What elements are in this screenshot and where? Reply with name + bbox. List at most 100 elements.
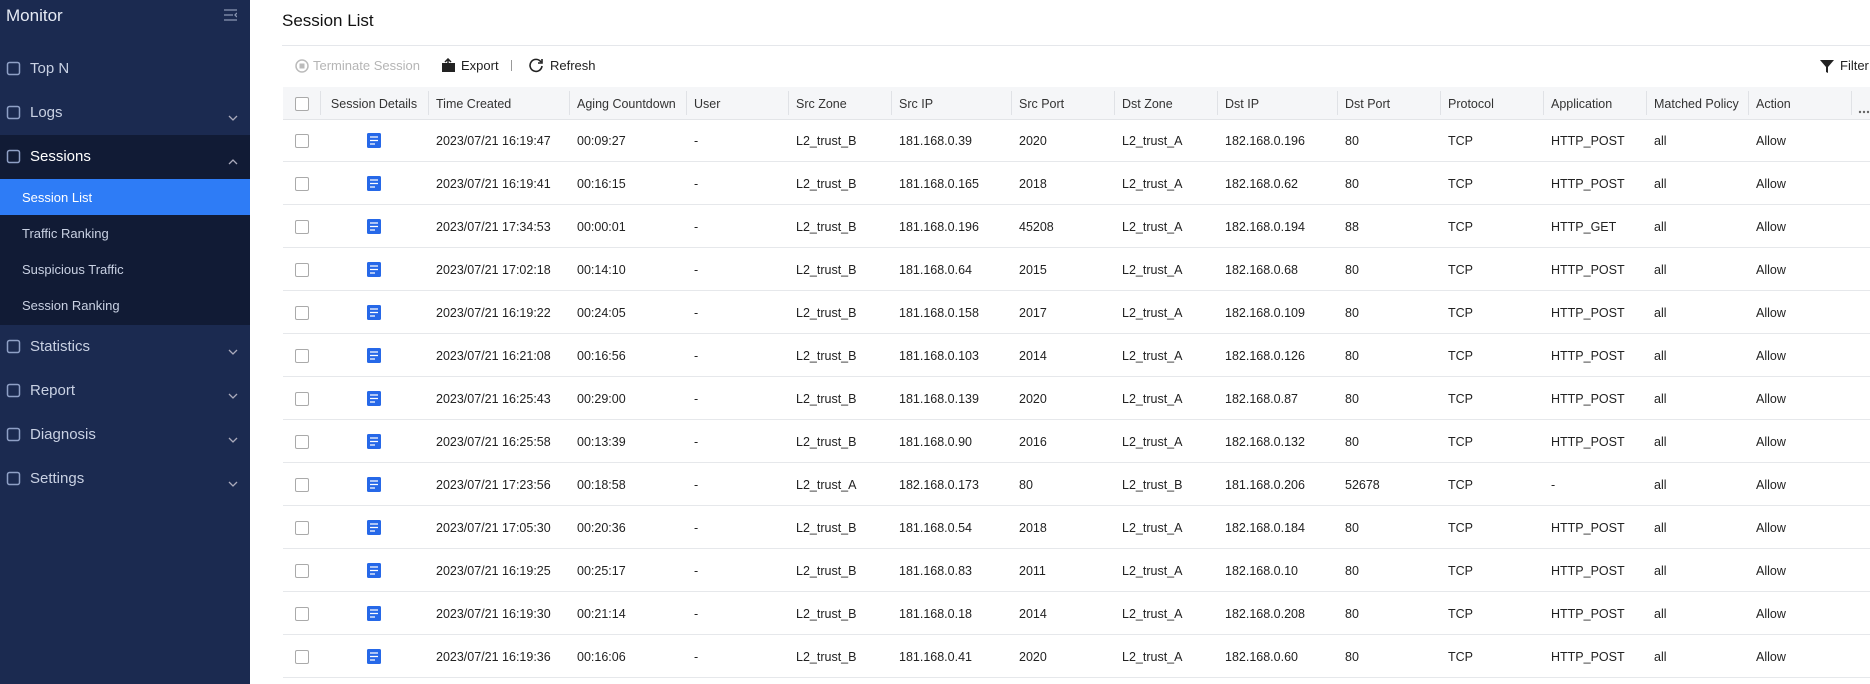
details-icon[interactable] bbox=[367, 176, 381, 196]
cell: Allow bbox=[1756, 263, 1786, 277]
terminate-button[interactable]: Terminate Session bbox=[313, 58, 420, 73]
row-checkbox[interactable] bbox=[295, 564, 309, 578]
cell: HTTP_POST bbox=[1551, 435, 1625, 449]
sub-item[interactable]: Traffic Ranking bbox=[22, 226, 109, 241]
collapse-icon[interactable] bbox=[224, 9, 237, 21]
column-header[interactable]: Time Created bbox=[436, 97, 512, 111]
column-header[interactable]: Src Port bbox=[1019, 97, 1065, 111]
cell: 2023/07/21 17:02:18 bbox=[436, 263, 551, 277]
cell: TCP bbox=[1448, 650, 1473, 664]
column-divider bbox=[1440, 91, 1441, 115]
refresh-button[interactable]: Refresh bbox=[550, 58, 596, 73]
cell: 00:00:01 bbox=[577, 220, 626, 234]
cell: 00:25:17 bbox=[577, 564, 626, 578]
details-icon[interactable] bbox=[367, 477, 381, 497]
details-icon[interactable] bbox=[367, 649, 381, 669]
nav-item[interactable]: Sessions bbox=[30, 148, 91, 165]
cell: - bbox=[694, 134, 699, 148]
header-checkbox[interactable] bbox=[295, 97, 309, 111]
row-checkbox[interactable] bbox=[295, 263, 309, 277]
sub-item[interactable]: Session Ranking bbox=[22, 298, 120, 313]
sub-item[interactable]: Suspicious Traffic bbox=[22, 262, 124, 277]
cell: 181.168.0.39 bbox=[899, 134, 972, 148]
cell: - bbox=[694, 564, 699, 578]
cell: - bbox=[694, 220, 699, 234]
row-checkbox[interactable] bbox=[295, 478, 309, 492]
column-header[interactable]: Src Zone bbox=[796, 97, 847, 111]
cell: - bbox=[694, 607, 699, 621]
nav-item[interactable]: Logs bbox=[30, 104, 63, 121]
row-checkbox[interactable] bbox=[295, 521, 309, 535]
row-checkbox[interactable] bbox=[295, 349, 309, 363]
row-checkbox[interactable] bbox=[295, 220, 309, 234]
details-icon[interactable] bbox=[367, 434, 381, 454]
cell: L2_trust_A bbox=[1122, 177, 1183, 191]
details-icon[interactable] bbox=[367, 606, 381, 626]
row-checkbox[interactable] bbox=[295, 306, 309, 320]
column-header[interactable]: Session Details bbox=[330, 97, 418, 111]
details-icon[interactable] bbox=[367, 563, 381, 583]
details-icon[interactable] bbox=[367, 133, 381, 153]
row-checkbox[interactable] bbox=[295, 177, 309, 191]
nav-item[interactable]: Settings bbox=[30, 470, 85, 487]
filter-button[interactable]: Filter bbox=[1840, 58, 1869, 73]
details-icon[interactable] bbox=[367, 305, 381, 325]
cell: 00:13:39 bbox=[577, 435, 626, 449]
cell: - bbox=[694, 306, 699, 320]
cell: 00:24:05 bbox=[577, 306, 626, 320]
column-header[interactable]: User bbox=[694, 97, 721, 111]
active-bg bbox=[0, 179, 250, 215]
column-header[interactable]: Dst IP bbox=[1225, 97, 1260, 111]
cell: TCP bbox=[1448, 263, 1473, 277]
details-icon[interactable] bbox=[367, 262, 381, 282]
nav-item[interactable]: Diagnosis bbox=[30, 426, 96, 443]
row-checkbox[interactable] bbox=[295, 435, 309, 449]
chevron bbox=[228, 153, 238, 171]
terminate-icon bbox=[295, 59, 309, 73]
page-title: Session List bbox=[282, 11, 374, 30]
cell: all bbox=[1654, 435, 1667, 449]
cell: HTTP_POST bbox=[1551, 521, 1625, 535]
nav-item[interactable]: Top N bbox=[30, 60, 70, 77]
row-checkbox[interactable] bbox=[295, 650, 309, 664]
row-border bbox=[283, 634, 1870, 635]
sub-item[interactable]: Session List bbox=[22, 190, 93, 205]
cell: 00:16:06 bbox=[577, 650, 626, 664]
column-divider bbox=[428, 91, 429, 115]
cell: 181.168.0.54 bbox=[899, 521, 972, 535]
column-divider bbox=[1114, 91, 1115, 115]
row-checkbox[interactable] bbox=[295, 392, 309, 406]
cell: L2_trust_B bbox=[796, 607, 857, 621]
column-header[interactable]: Dst Port bbox=[1345, 97, 1391, 111]
nav-item[interactable]: Report bbox=[30, 382, 76, 399]
column-divider bbox=[1337, 91, 1338, 115]
cell: 45208 bbox=[1019, 220, 1054, 234]
details-icon[interactable] bbox=[367, 348, 381, 368]
nav-item[interactable]: Statistics bbox=[30, 338, 91, 355]
cell: HTTP_GET bbox=[1551, 220, 1617, 234]
details-icon[interactable] bbox=[367, 391, 381, 411]
column-header[interactable]: Action bbox=[1756, 97, 1791, 111]
column-header[interactable]: Application bbox=[1551, 97, 1613, 111]
export-button[interactable]: Export bbox=[461, 58, 499, 73]
column-header[interactable]: Dst Zone bbox=[1122, 97, 1173, 111]
nav-icon bbox=[6, 339, 22, 360]
details-icon[interactable] bbox=[367, 219, 381, 239]
cell: L2_trust_B bbox=[796, 392, 857, 406]
cell: TCP bbox=[1448, 134, 1473, 148]
cell: L2_trust_B bbox=[796, 306, 857, 320]
cell: 00:21:14 bbox=[577, 607, 626, 621]
details-icon[interactable] bbox=[367, 520, 381, 540]
column-header[interactable]: Src IP bbox=[899, 97, 934, 111]
cell: 00:14:10 bbox=[577, 263, 626, 277]
cell: 2018 bbox=[1019, 177, 1047, 191]
cell: 2023/07/21 17:34:53 bbox=[436, 220, 551, 234]
column-header[interactable]: Aging Countdown bbox=[577, 97, 676, 111]
column-header[interactable]: Protocol bbox=[1448, 97, 1494, 111]
row-checkbox[interactable] bbox=[295, 607, 309, 621]
row-border bbox=[283, 505, 1870, 506]
nav-icon bbox=[6, 105, 22, 126]
row-checkbox[interactable] bbox=[295, 134, 309, 148]
column-header[interactable]: Matched Policy bbox=[1654, 97, 1739, 111]
filter-icon bbox=[1820, 60, 1834, 73]
